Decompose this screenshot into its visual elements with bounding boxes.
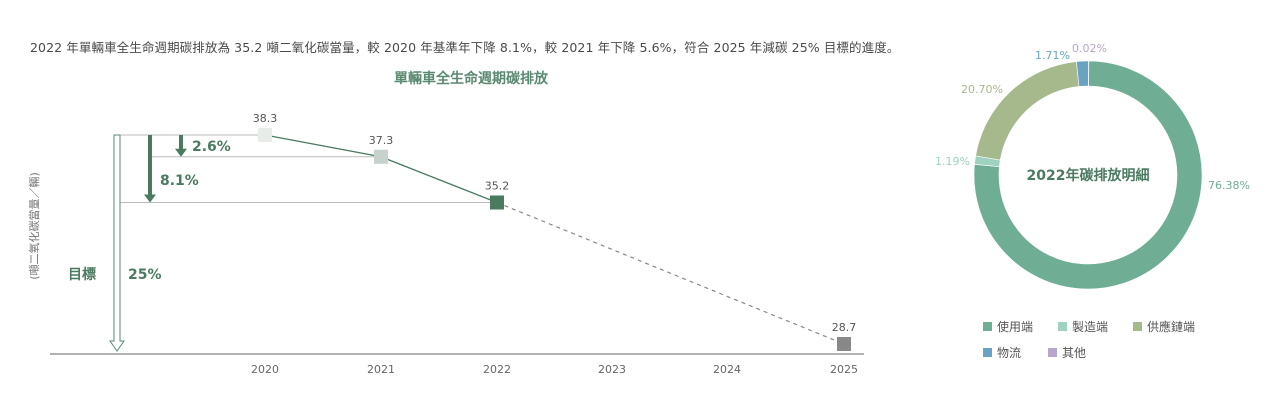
data-label-2021: 37.3 — [369, 134, 394, 147]
x-tick-label-2024: 2024 — [713, 363, 741, 376]
legend-label: 其他 — [1062, 346, 1087, 360]
legend-label: 製造端 — [1072, 320, 1109, 334]
donut-slice-label-3: 1.71% — [1035, 49, 1070, 62]
chart-title: 單輛車全生命週期碳排放 — [394, 70, 549, 87]
donut-slice-label-4: 0.02% — [1072, 42, 1107, 55]
drop-arrow-2021 — [175, 135, 187, 157]
data-point-2025 — [837, 337, 851, 351]
legend-label: 使用端 — [997, 320, 1034, 334]
data-point-2022 — [490, 195, 504, 210]
x-tick-label-2022: 2022 — [483, 363, 511, 376]
data-label-2022: 35.2 — [485, 179, 510, 192]
legend-label: 供應鏈端 — [1147, 320, 1196, 334]
x-tick-label-2021: 2021 — [367, 363, 395, 376]
legend-swatch — [1058, 322, 1067, 331]
legend-swatch — [983, 322, 992, 331]
legend-item-supply-chain: 供應鏈端 — [1133, 318, 1195, 335]
legend-item-use: 使用端 — [983, 318, 1033, 335]
x-tick-label-2023: 2023 — [598, 363, 626, 376]
data-point-2021 — [374, 149, 388, 164]
data-label-2020: 38.3 — [253, 112, 278, 125]
legend-swatch — [1133, 322, 1142, 331]
drop-arrow-2022 — [144, 135, 156, 203]
intro-text: 2022 年單輛車全生命週期碳排放為 35.2 噸二氧化碳當量，較 2020 年… — [30, 40, 900, 55]
target-arrow — [109, 134, 125, 352]
donut-slice-0 — [973, 60, 1203, 290]
legend-label: 物流 — [997, 346, 1022, 360]
legend-item-manufacturing: 製造端 — [1058, 318, 1108, 335]
legend-item-logistics: 物流 — [983, 344, 1021, 361]
legend-item-other: 其他 — [1048, 344, 1086, 361]
donut-slice-label-0: 76.38% — [1208, 179, 1250, 192]
drop-label-2021: 2.6% — [192, 139, 231, 155]
target-label: 目標 — [68, 266, 96, 283]
donut-slice-label-1: 1.19% — [935, 155, 970, 168]
legend-swatch — [1048, 348, 1057, 357]
y-axis-label: (噸二氧化碳當量／輛) — [27, 172, 41, 280]
donut-slice-2 — [975, 61, 1080, 161]
data-label-2025: 28.7 — [832, 321, 857, 334]
x-tick-label-2020: 2020 — [251, 363, 279, 376]
series-line-target — [496, 201, 845, 345]
donut-title: 2022年碳排放明細 — [1027, 167, 1150, 184]
donut-slice-label-2: 20.70% — [961, 83, 1003, 96]
data-point-2020 — [258, 128, 272, 142]
target-percent-label: 25% — [128, 267, 162, 283]
x-tick-label-2025: 2025 — [830, 363, 858, 376]
drop-label-2022: 8.1% — [160, 173, 199, 189]
legend-swatch — [983, 348, 992, 357]
